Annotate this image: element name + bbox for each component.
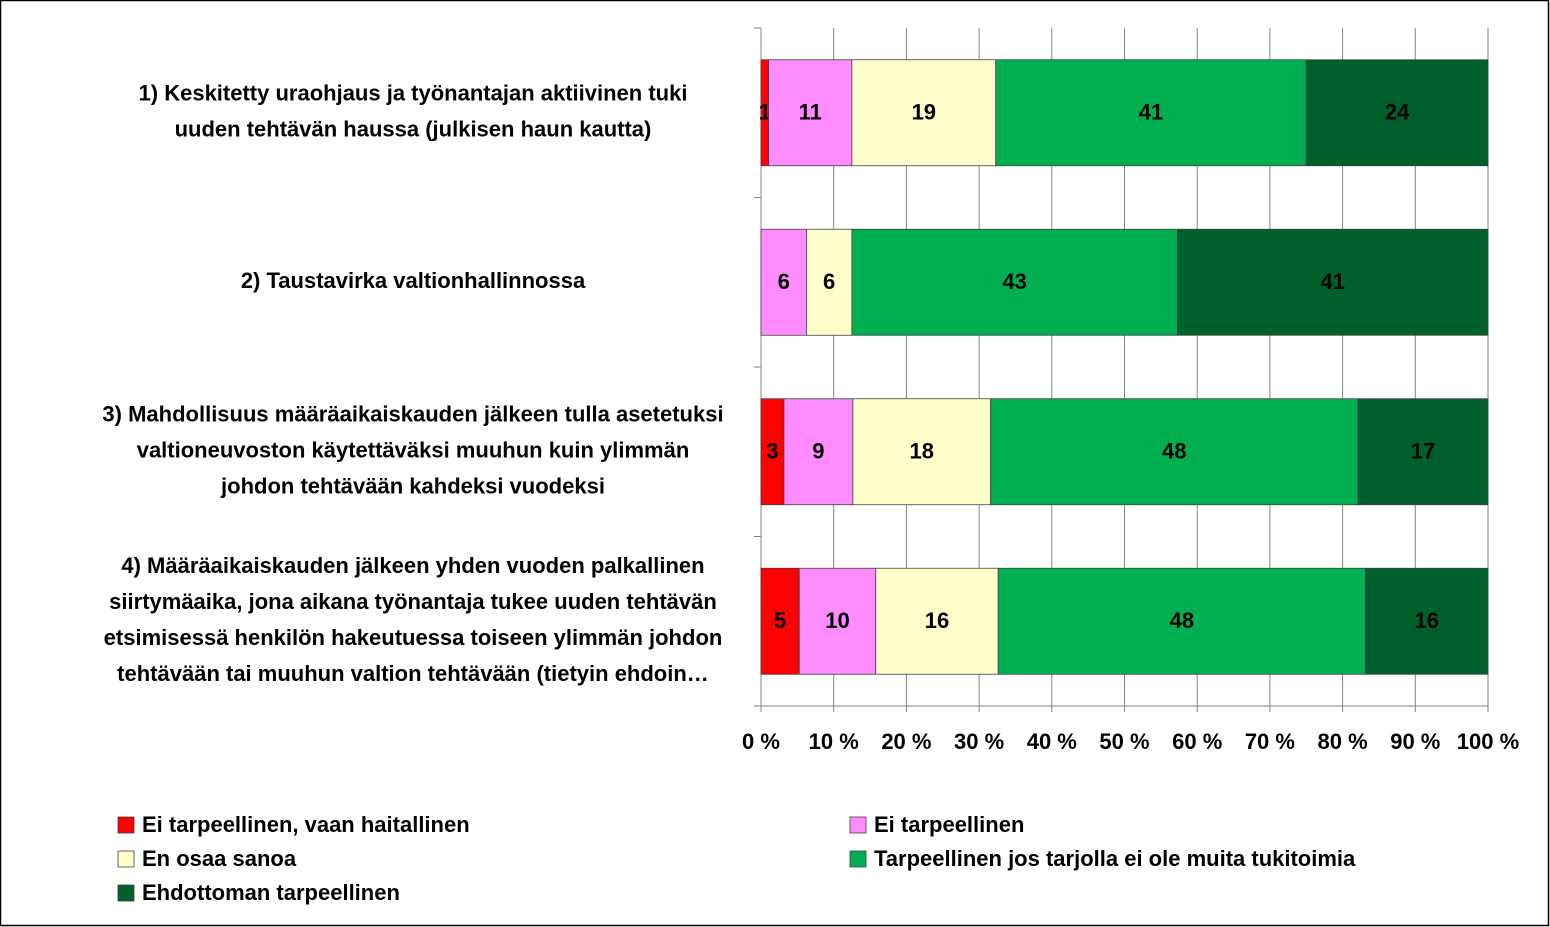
bar-segment [851,59,997,167]
bar-segment [997,567,1366,675]
bar-segment [806,228,853,336]
data-label: 43 [1002,269,1026,294]
legend-label: Ei tarpeellinen, vaan haitallinen [142,812,470,837]
x-tick-label: 70 % [1245,729,1295,754]
bar-segment [1305,59,1489,167]
x-tick-label: 80 % [1318,729,1368,754]
bar-segment [1365,567,1489,675]
category-label: 4) Määräaikaiskauden jälkeen yhden vuode… [121,553,704,578]
data-label: 24 [1385,100,1410,125]
category-label: 3) Mahdollisuus määräaikaiskauden jälkee… [102,402,723,427]
x-tick-label: 100 % [1457,729,1519,754]
data-label: 16 [925,608,949,633]
bar-segment [852,398,991,506]
data-label: 19 [912,100,936,125]
bar-segment [783,398,854,506]
category-label: 2) Taustavirka valtionhallinnossa [241,268,586,293]
data-label: 6 [823,269,835,294]
legend-swatch [117,850,135,868]
category-label: 1) Keskitetty uraohjaus ja työnantajan a… [139,81,688,106]
data-label: 41 [1139,100,1163,125]
legend-swatch [117,884,135,902]
bar-segment [798,567,877,675]
x-tick-label: 90 % [1390,729,1440,754]
data-label: 5 [774,608,786,633]
data-label: 48 [1162,439,1186,464]
data-label: 17 [1411,439,1435,464]
legend-label: En osaa sanoa [142,846,297,871]
x-tick-label: 50 % [1099,729,1149,754]
bar-segment [995,59,1307,167]
data-label: 6 [778,269,790,294]
x-tick-label: 10 % [809,729,859,754]
data-label: 41 [1321,269,1345,294]
category-label: johdon tehtävään kahdeksi vuodeksi [220,474,605,499]
bar-segment [1357,398,1489,506]
legend-swatch [117,816,135,834]
legend-label: Tarpeellinen jos tarjolla ei ole muita t… [874,846,1356,871]
data-label: 11 [799,100,822,125]
bar-segment [990,398,1359,506]
data-label: 18 [909,439,933,464]
x-tick-label: 40 % [1027,729,1077,754]
x-tick-label: 0 % [742,729,780,754]
bar-segment [1177,228,1489,336]
legend-label: Ehdottoman tarpeellinen [142,880,400,905]
bar-segment [851,228,1178,336]
legend-label: Ei tarpeellinen [874,812,1024,837]
x-tick-label: 60 % [1172,729,1222,754]
bar-segment [760,228,807,336]
data-label: 3 [766,439,778,464]
category-label: etsimisessä henkilön hakeutuessa toiseen… [104,625,723,650]
data-label: 9 [812,439,824,464]
bar-segment [875,567,999,675]
bar-segment [760,567,800,675]
bar-segment [768,59,853,167]
data-label: 10 [825,608,849,633]
x-tick-label: 30 % [954,729,1004,754]
category-label: siirtymäaika, jona aikana työnantaja tuk… [109,589,717,614]
category-label: uuden tehtävän haussa (julkisen haun kau… [175,117,652,142]
legend-swatch [849,850,867,868]
category-label: tehtävään tai muuhun valtion tehtävään (… [117,661,709,686]
x-tick-label: 20 % [881,729,931,754]
data-label: 16 [1415,608,1439,633]
legend-swatch [849,816,867,834]
data-label: 1 [759,100,771,125]
data-label: 48 [1170,608,1194,633]
category-label: valtioneuvoston käytettäväksi muuhun kui… [137,438,690,463]
